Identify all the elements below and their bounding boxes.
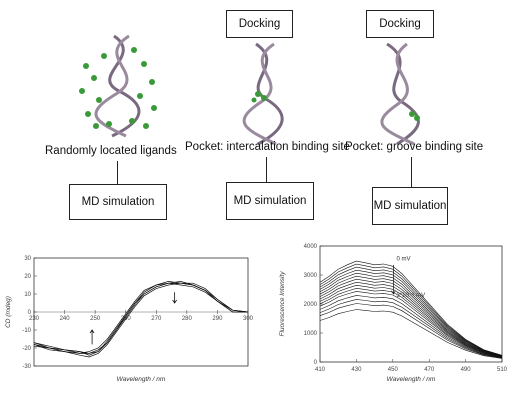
x-tick-label: 470 xyxy=(424,367,435,373)
y-tick-label: -10 xyxy=(22,328,31,334)
quench-arrow-head xyxy=(391,290,396,295)
x-axis-label: Wavelength / nm xyxy=(387,376,436,383)
x-tick-label: 410 xyxy=(315,367,326,373)
fl-series-line xyxy=(319,281,503,357)
x-tick-label: 270 xyxy=(151,316,162,322)
fl-series-line xyxy=(319,295,503,358)
y-tick-label: 0 xyxy=(314,360,318,366)
fl-series-line xyxy=(319,287,503,358)
cd-spectrum-chart: 230 240 250 260 270 280 290 3003020100-10-20-30… xyxy=(5,256,254,383)
y-tick-label: 20 xyxy=(24,274,31,280)
x-tick-label: 450 xyxy=(388,367,399,373)
y-axis-label: Fluorescence Intensity xyxy=(279,271,286,337)
connector-line-2 xyxy=(266,157,267,182)
fl-series-line xyxy=(319,284,503,358)
y-axis-label: CD (mdeg) xyxy=(5,296,12,328)
x-tick-label: 240 xyxy=(60,316,71,322)
docking-box-intercalation: Docking xyxy=(226,10,293,38)
x-tick-label: 510 xyxy=(497,367,508,373)
docking-box-groove: Docking xyxy=(366,10,434,38)
fl-series-line xyxy=(319,266,503,356)
x-axis-label: Wavelength / nm xyxy=(117,376,166,383)
x-tick-label: 230 xyxy=(29,316,40,322)
md-simulation-box-3: MD simulation xyxy=(372,187,448,225)
fl-series-line xyxy=(319,303,503,359)
fl-series-line xyxy=(319,269,503,357)
cd-series-line xyxy=(33,281,249,354)
label-random-ligands: Randomly located ligands xyxy=(45,145,177,157)
fl-series-line xyxy=(319,309,503,359)
fl-series-line xyxy=(319,260,503,356)
y-tick-label: 0 xyxy=(28,310,32,316)
fl-series-line xyxy=(319,291,503,358)
x-tick-label: 290 xyxy=(212,316,223,322)
label-groove-site: Pocket: groove binding site xyxy=(345,141,484,153)
y-tick-label: -30 xyxy=(22,364,31,370)
cd-series-line xyxy=(33,282,249,358)
y-tick-label: 1000 xyxy=(304,331,318,337)
fl-series-line xyxy=(319,272,503,357)
y-tick-label: 4000 xyxy=(304,244,318,250)
label-intercalation-site: Pocket: intercalation binding site xyxy=(185,141,350,153)
arrow-up-head xyxy=(89,329,95,334)
dna-groove-illustration xyxy=(380,42,420,146)
fl-series-line xyxy=(319,299,503,359)
x-tick-label: 280 xyxy=(182,316,193,322)
md-simulation-box-1: MD simulation xyxy=(69,184,167,220)
dna-intercalation-illustration xyxy=(242,42,284,146)
fl-series-line xyxy=(319,263,503,356)
y-tick-label: 30 xyxy=(24,256,31,262)
y-tick-label: 3000 xyxy=(304,273,318,279)
connector-line-3 xyxy=(411,157,412,187)
y-tick-label: 10 xyxy=(24,292,31,298)
fl-series-line xyxy=(319,275,503,357)
dna-random-ligands-illustration xyxy=(79,34,157,138)
annotation-bottom: 3*10⁻⁶ mV xyxy=(396,292,425,299)
x-tick-label: 300 xyxy=(243,316,254,322)
x-tick-label: 490 xyxy=(461,367,472,373)
connector-line-1 xyxy=(117,161,118,184)
x-tick-label: 430 xyxy=(351,367,362,373)
fluorescence-spectrum-chart: 410 430 450 470 490 510 4000 3000 2000 1000 0 0 mV 3… xyxy=(279,244,508,383)
y-tick-label: 2000 xyxy=(304,302,318,308)
fl-series-line xyxy=(319,278,503,357)
y-tick-label: -20 xyxy=(22,346,31,352)
x-tick-label: 250 xyxy=(90,316,101,322)
annotation-top: 0 mV xyxy=(396,257,410,263)
arrow-down-head xyxy=(172,299,177,304)
md-simulation-box-2: MD simulation xyxy=(226,182,314,220)
